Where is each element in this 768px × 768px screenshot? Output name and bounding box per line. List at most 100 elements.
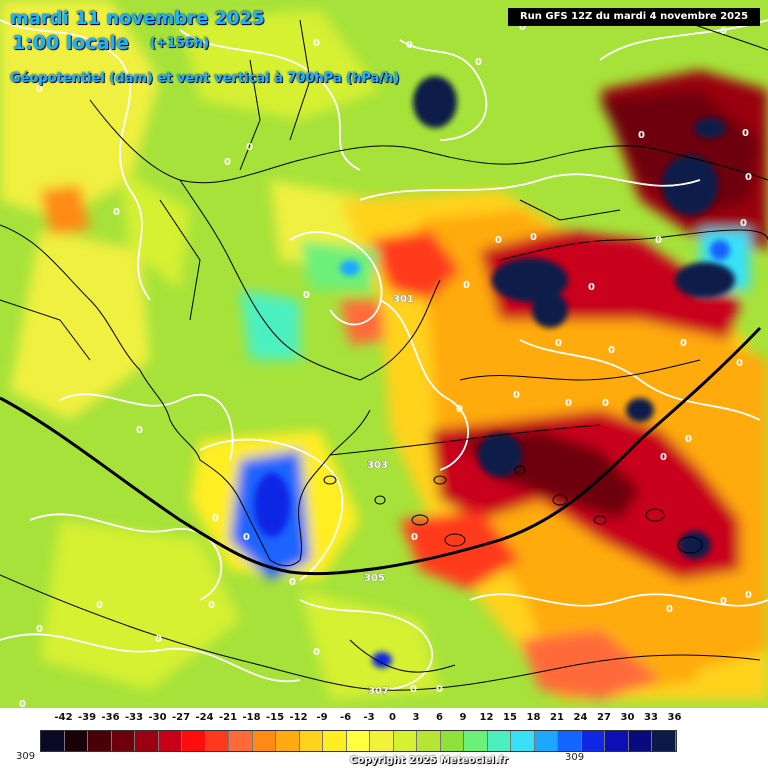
legend-tick-label: -39 (77, 712, 97, 723)
parameter-description: Géopotentiel (dam) et vent vertical à 70… (10, 71, 400, 86)
legend-tick-label: -12 (289, 712, 308, 723)
legend-tick-label: -6 (339, 712, 352, 723)
legend-swatch (323, 731, 347, 751)
zero-marker: 0 (155, 634, 162, 645)
legend-tick-label: -42 (54, 712, 73, 723)
legend-swatch (393, 731, 417, 751)
legend-swatch (205, 731, 229, 751)
legend-tick-label: 18 (526, 712, 541, 723)
legend-swatch (581, 731, 605, 751)
zero-markers: 0 0 0 0 0 0 0 0 0 0 0 0 0 0 0 0 0 0 0 0 0 0 0 0 0 0 0 0 0 0 0 0 0 0 0 0 0 0 0 0… (19, 22, 752, 710)
legend-tick-label: 6 (436, 712, 443, 723)
legend-swatch (229, 731, 253, 751)
legend-tick-label: 15 (503, 712, 517, 723)
contour-label-307: 307 (368, 686, 389, 697)
legend-tick-label: 21 (550, 712, 564, 723)
zero-marker: 0 (638, 130, 645, 141)
legend-tick-label: -36 (101, 712, 120, 723)
legend-tick-label: 0 (389, 712, 396, 723)
zero-marker: 0 (555, 338, 562, 349)
zero-marker: 0 (666, 604, 673, 615)
zero-marker: 0 (655, 235, 662, 246)
legend-tick-label: -24 (195, 712, 214, 723)
copyright-notice: Copyright 2025 Meteociel.fr (350, 755, 508, 766)
legend-tick-label: 30 (620, 712, 635, 723)
zero-marker: 0 (660, 452, 667, 463)
legend-swatch (511, 731, 535, 751)
zero-marker: 0 (720, 596, 727, 607)
legend-tick-label: -3 (363, 712, 375, 723)
zero-marker: 0 (36, 84, 43, 95)
legend-swatch (88, 731, 112, 751)
zero-marker: 0 (243, 532, 250, 543)
forecast-lead-time: (+156h) (150, 36, 210, 51)
zero-marker: 0 (513, 390, 520, 401)
legend-tick-label: -33 (124, 712, 144, 723)
zero-marker: 0 (530, 232, 537, 243)
zero-marker: 0 (36, 624, 43, 635)
legend-tick-label: 33 (644, 712, 658, 723)
zero-marker: 0 (406, 40, 413, 51)
zero-marker: 0 (745, 172, 752, 183)
zero-marker: 0 (224, 157, 231, 168)
legend-swatch (158, 731, 182, 751)
legend-swatch (652, 731, 676, 751)
legend-tick-label: 27 (597, 712, 611, 723)
zero-marker: 0 (736, 358, 743, 369)
zero-marker: 0 (411, 532, 418, 543)
legend-tick-label: 12 (479, 712, 494, 723)
legend-tick-label: -15 (265, 712, 285, 723)
legend-swatch (182, 731, 206, 751)
zero-marker: 0 (519, 22, 526, 33)
zero-marker: 0 (680, 338, 687, 349)
legend-color-bar (40, 730, 677, 752)
zero-marker: 0 (745, 590, 752, 601)
zero-marker: 0 (742, 128, 749, 139)
legend-swatch (440, 731, 464, 751)
legend-tick-label: -27 (171, 712, 191, 723)
zero-marker: 0 (602, 398, 609, 409)
zero-marker: 0 (608, 345, 615, 356)
legend-tick-label: 9 (459, 712, 467, 723)
legend-swatch (41, 731, 65, 751)
legend-tick-labels: -42 -39 -36 -33 -30 -27 -24 -21 -18 -15 -12 -9 -6 -3 0… (0, 712, 768, 726)
zero-marker: 0 (313, 38, 320, 49)
coastlines (0, 19, 768, 673)
legend-swatch (628, 731, 652, 751)
legend-left-number: 309 (16, 751, 36, 762)
zero-marker: 0 (313, 647, 320, 658)
legend-swatch (276, 731, 300, 751)
islands (323, 465, 703, 554)
zero-marker: 0 (565, 398, 572, 409)
contour-label-303: 303 (367, 460, 388, 471)
contour-label-305: 305 (364, 573, 385, 584)
zero-marker: 0 (475, 57, 482, 68)
zero-contours (0, 19, 768, 691)
legend-swatch (487, 731, 511, 751)
zero-marker: 0 (246, 142, 253, 153)
legend-tick-label: -30 (148, 712, 167, 723)
zero-marker: 0 (720, 26, 727, 37)
legend-swatch (64, 731, 88, 751)
dark-cores (254, 76, 735, 668)
zero-marker: 0 (303, 290, 310, 301)
zero-marker: 0 (212, 513, 219, 524)
contour-label-group: 301 303 305 307 (364, 294, 415, 698)
forecast-time: 1:00 locale (12, 32, 129, 54)
zero-marker: 0 (289, 577, 296, 588)
contour-label-301: 301 (393, 294, 414, 305)
zero-marker: 0 (463, 280, 470, 291)
legend-swatch (534, 731, 558, 751)
run-info: Run GFS 12Z du mardi 4 novembre 2025 (508, 8, 760, 26)
zero-marker: 0 (456, 404, 463, 415)
legend-swatch (299, 731, 323, 751)
zero-marker: 0 (740, 218, 747, 229)
legend-swatch (417, 731, 441, 751)
zero-marker: 0 (96, 600, 103, 611)
legend-swatch (605, 731, 629, 751)
legend-tick-label: 36 (667, 712, 682, 723)
legend-tick-label: -21 (218, 712, 238, 723)
legend-swatch (252, 731, 276, 751)
forecast-date: mardi 11 novembre 2025 (10, 8, 265, 29)
